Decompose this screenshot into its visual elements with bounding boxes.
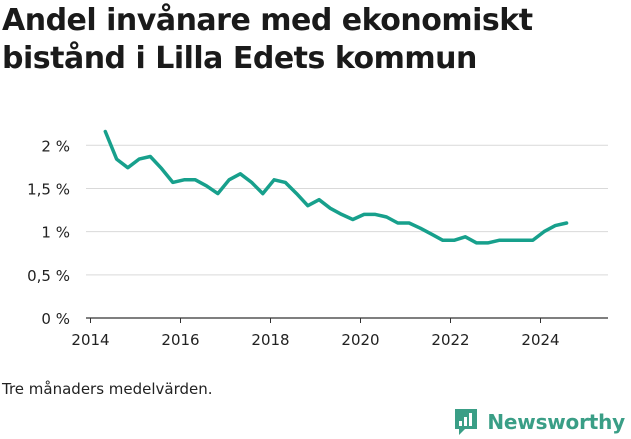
y-axis-tick-labels: 0 % 0,5 % 1 % 1,5 % 2 % (27, 137, 70, 328)
series-line (103, 129, 569, 245)
line-chart: 0 % 0,5 % 1 % 1,5 % 2 % 2014 2016 2018 2020 2022… (27, 129, 608, 349)
footnote: Tre månaders medelvärden. (2, 380, 213, 398)
y-tick-label: 0,5 % (27, 267, 70, 285)
y-tick-label: 2 % (41, 137, 70, 155)
x-tick-label: 2024 (521, 331, 559, 349)
x-axis: 2014 2016 2018 2020 2022 2024 (71, 317, 608, 349)
newsworthy-logo-icon (455, 409, 478, 435)
gridlines (86, 144, 608, 276)
x-tick-label: 2014 (71, 331, 109, 349)
newsworthy-brand[interactable]: Newsworthy (453, 406, 625, 438)
x-tick-label: 2016 (161, 331, 199, 349)
chart-title: Andel invånare med ekonomiskt bistånd i … (2, 3, 533, 76)
y-tick-label: 1 % (41, 224, 70, 242)
y-tick-label: 0 % (41, 310, 70, 328)
x-tick-label: 2022 (431, 331, 469, 349)
x-tick-label: 2018 (251, 331, 289, 349)
y-tick-label: 1,5 % (27, 180, 70, 198)
series-group (103, 129, 569, 245)
x-tick-label: 2020 (341, 331, 379, 349)
brand-name: Newsworthy (487, 410, 625, 434)
